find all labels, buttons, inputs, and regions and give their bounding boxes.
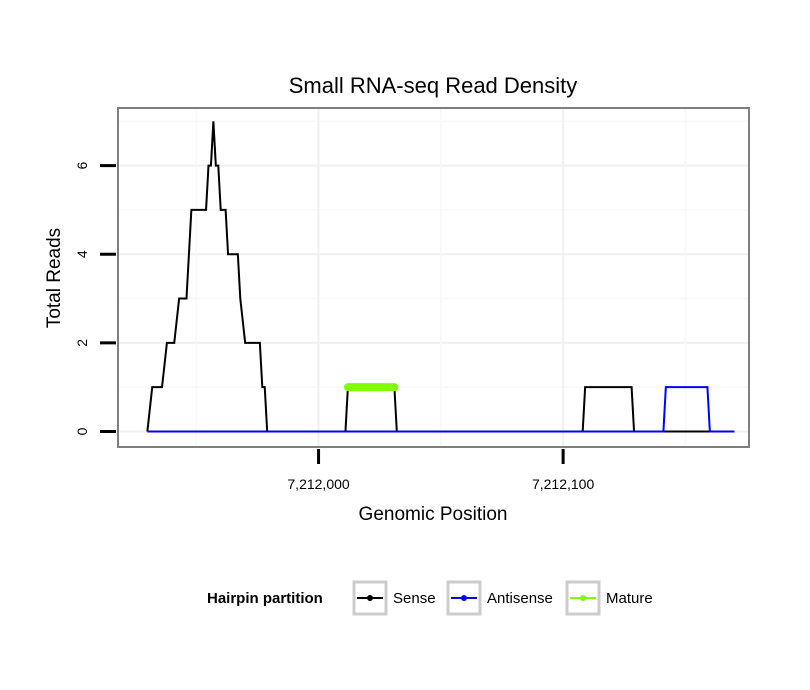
legend-label-antisense: Antisense	[487, 590, 553, 607]
legend-key-antisense	[446, 580, 482, 616]
legend-key-mature	[565, 580, 601, 616]
y-axis: 0 2 4 6	[74, 162, 116, 435]
y-tick-label: 4	[74, 250, 90, 258]
legend-label-mature: Mature	[606, 590, 653, 607]
x-tick-label: 7,212,100	[532, 476, 594, 492]
legend-key-sense	[352, 580, 388, 616]
x-tick-label: 7,212,000	[287, 476, 349, 492]
legend: Hairpin partition Sense Antisense Mature	[207, 580, 653, 616]
y-tick-label: 2	[74, 339, 90, 347]
legend-label-sense: Sense	[393, 590, 436, 607]
y-tick-label: 6	[74, 162, 90, 170]
chart-title: Small RNA-seq Read Density	[289, 73, 578, 98]
plot-border	[117, 107, 750, 448]
legend-title: Hairpin partition	[207, 590, 323, 607]
y-axis-title: Total Reads	[44, 228, 65, 328]
series-line-antisense	[147, 386, 735, 433]
x-axis-title: Genomic Position	[359, 504, 508, 525]
series-layer	[146, 121, 735, 433]
y-tick-label: 0	[74, 427, 90, 435]
series-line-sense	[146, 121, 735, 433]
x-axis: 7,212,000 7,212,100	[287, 449, 594, 492]
plot-panel	[118, 108, 749, 447]
